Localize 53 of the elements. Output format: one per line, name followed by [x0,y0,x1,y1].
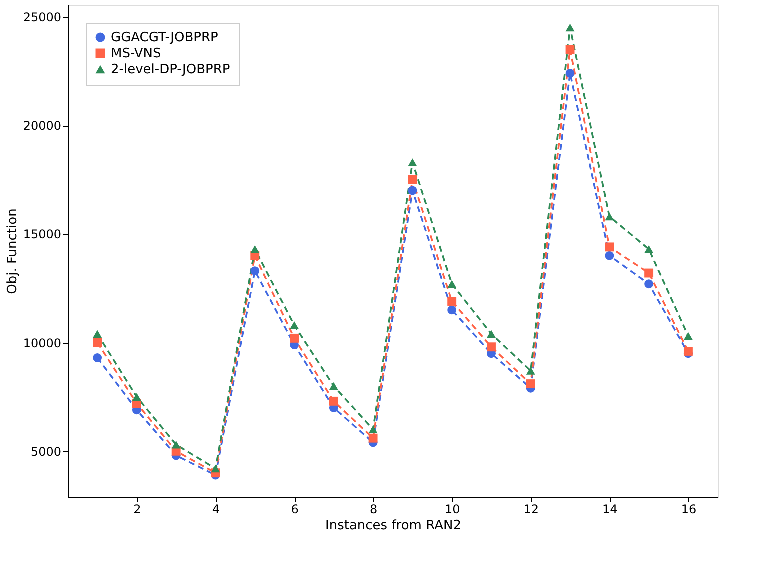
point [566,45,575,54]
x-tick-label: 6 [291,502,299,516]
legend-label: 2-level-DP-JOBPRP [111,62,230,78]
point [250,266,260,276]
x-tick-label: 2 [134,502,142,516]
x-axis-title: Instances from RAN2 [326,518,462,534]
y-tick-label: 10000 [23,336,62,350]
point [329,396,338,406]
x-tick-label: 8 [370,502,378,516]
point [644,280,654,289]
point [448,297,457,306]
y-tick-label: 5000 [30,444,62,459]
point [448,280,457,288]
legend-label: GGACGT-JOBPRP [111,30,219,46]
point [644,246,654,254]
point [526,367,536,375]
point [684,346,693,356]
point [566,68,575,78]
point [132,393,142,401]
y-tick-label: 25000 [23,10,62,24]
x-tick-label: 14 [602,502,618,516]
point [644,268,654,278]
point [290,334,299,343]
point [448,306,457,315]
legend-label: MS-VNS [111,46,162,62]
point [408,186,418,196]
point [290,322,299,330]
point [605,251,614,260]
x-tick-label: 4 [212,502,220,516]
point [329,382,338,390]
point [684,332,693,340]
point [250,246,260,254]
point [605,242,614,252]
y-tick-label: 20000 [23,119,62,134]
point [93,354,102,362]
x-tick-label: 12 [524,502,540,516]
point [526,380,536,389]
y-axis-title: Obj. Function [5,208,20,294]
x-tick-label: 10 [444,502,460,516]
point [408,175,418,184]
point [605,212,614,221]
point [368,426,378,434]
point [93,338,102,348]
point [368,434,378,443]
x-tick-label: 16 [681,502,697,516]
point [211,464,220,473]
point [408,158,418,166]
y-tick-label: 15000 [23,228,62,242]
point [487,330,496,338]
point [487,342,496,352]
point [566,24,575,32]
point [93,330,102,338]
point [172,440,181,449]
